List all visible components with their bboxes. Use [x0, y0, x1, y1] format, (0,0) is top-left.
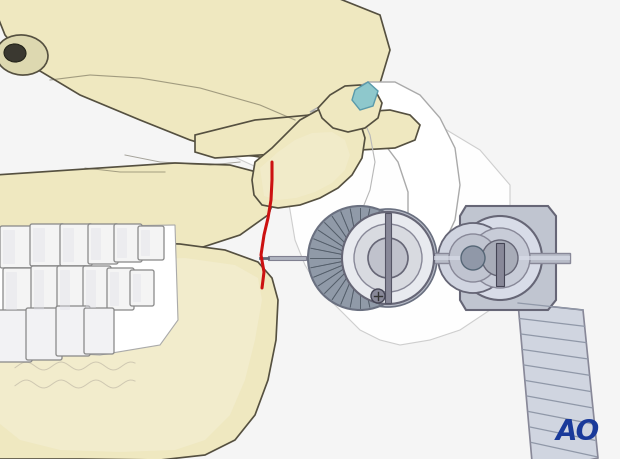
Circle shape	[482, 240, 518, 276]
FancyBboxPatch shape	[83, 266, 111, 312]
Circle shape	[371, 289, 385, 303]
FancyBboxPatch shape	[107, 268, 134, 310]
Polygon shape	[310, 82, 460, 282]
FancyBboxPatch shape	[138, 226, 164, 260]
Polygon shape	[318, 85, 382, 132]
Polygon shape	[496, 243, 504, 286]
Polygon shape	[0, 0, 390, 158]
FancyBboxPatch shape	[33, 228, 45, 262]
FancyBboxPatch shape	[56, 306, 90, 356]
FancyBboxPatch shape	[30, 224, 64, 266]
Circle shape	[449, 234, 497, 282]
FancyBboxPatch shape	[84, 308, 114, 354]
FancyBboxPatch shape	[130, 270, 154, 306]
Ellipse shape	[0, 35, 48, 75]
Polygon shape	[0, 225, 178, 355]
Polygon shape	[0, 163, 278, 262]
FancyBboxPatch shape	[34, 270, 44, 310]
FancyBboxPatch shape	[57, 266, 87, 314]
Bar	[434, 253, 570, 263]
Circle shape	[438, 223, 508, 293]
FancyBboxPatch shape	[3, 268, 35, 314]
FancyBboxPatch shape	[133, 274, 141, 302]
Polygon shape	[518, 303, 598, 459]
FancyBboxPatch shape	[117, 228, 127, 258]
FancyBboxPatch shape	[0, 226, 34, 268]
Polygon shape	[0, 258, 262, 452]
FancyBboxPatch shape	[6, 272, 17, 310]
FancyBboxPatch shape	[141, 230, 150, 256]
FancyBboxPatch shape	[60, 224, 92, 266]
FancyBboxPatch shape	[0, 310, 32, 362]
Polygon shape	[0, 242, 278, 459]
Circle shape	[470, 228, 530, 288]
FancyBboxPatch shape	[86, 270, 96, 308]
Text: AO: AO	[556, 418, 600, 446]
Polygon shape	[352, 82, 378, 110]
Circle shape	[368, 238, 408, 278]
FancyBboxPatch shape	[114, 224, 142, 262]
Polygon shape	[260, 132, 350, 200]
Polygon shape	[230, 110, 510, 345]
Polygon shape	[195, 110, 420, 158]
Circle shape	[308, 206, 412, 310]
Circle shape	[339, 209, 437, 307]
Circle shape	[461, 246, 485, 270]
FancyBboxPatch shape	[31, 266, 61, 314]
Bar	[385, 213, 391, 303]
Polygon shape	[460, 206, 556, 310]
Circle shape	[354, 224, 422, 292]
FancyBboxPatch shape	[110, 272, 119, 306]
Circle shape	[342, 240, 378, 276]
FancyBboxPatch shape	[63, 228, 74, 262]
Bar	[268, 256, 306, 260]
Circle shape	[342, 212, 434, 304]
FancyBboxPatch shape	[88, 224, 118, 264]
Circle shape	[458, 216, 542, 300]
FancyBboxPatch shape	[3, 230, 15, 264]
Bar	[434, 256, 570, 260]
FancyBboxPatch shape	[91, 228, 101, 260]
Polygon shape	[252, 108, 365, 208]
FancyBboxPatch shape	[60, 270, 70, 310]
Ellipse shape	[4, 44, 26, 62]
FancyBboxPatch shape	[26, 308, 62, 360]
